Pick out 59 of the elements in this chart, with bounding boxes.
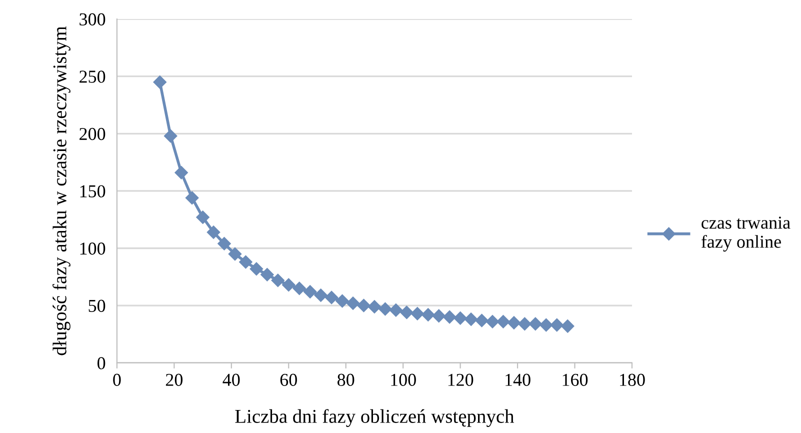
- y-tick-label: 50: [88, 300, 106, 312]
- x-tick-label: 60: [280, 374, 297, 386]
- point: [400, 306, 414, 320]
- point: [528, 317, 542, 330]
- point: [507, 316, 521, 330]
- point: [164, 129, 178, 143]
- point: [336, 294, 349, 308]
- point: [228, 247, 242, 261]
- x-axis-title: Liczba dni fazy obliczeń wstępnych: [235, 409, 514, 427]
- point: [218, 237, 231, 250]
- point: [378, 302, 392, 316]
- point: [304, 285, 317, 298]
- x-tick-label: 20: [166, 374, 183, 386]
- point: [389, 304, 403, 317]
- point: [561, 320, 574, 333]
- point: [368, 300, 382, 314]
- point: [260, 268, 274, 282]
- point: [292, 282, 306, 295]
- y-tick-label: 100: [80, 242, 106, 255]
- point: [486, 315, 500, 328]
- point: [346, 296, 360, 310]
- point: [282, 278, 296, 292]
- point: [239, 255, 252, 269]
- point: [314, 288, 328, 302]
- point: [518, 317, 532, 330]
- y-axis-title: długość fazy ataku w czasie rzeczywistym: [52, 26, 70, 356]
- y-tick-label: 200: [80, 128, 106, 140]
- x-tick-label: 40: [222, 374, 240, 386]
- y-tick-label: 300: [80, 13, 106, 26]
- point: [540, 318, 553, 332]
- point: [442, 310, 456, 324]
- point: [410, 306, 424, 320]
- point: [454, 312, 467, 325]
- x-tick-label: 180: [620, 374, 645, 386]
- x-tick-label: 0: [113, 374, 121, 386]
- x-tick-label: 100: [391, 374, 416, 386]
- point: [475, 314, 488, 328]
- y-tick-label: 250: [80, 70, 106, 83]
- point: [550, 318, 564, 332]
- point: [324, 290, 338, 304]
- legend-label: czas trwania fazy online: [701, 216, 790, 252]
- point: [464, 312, 478, 326]
- point: [196, 210, 210, 224]
- point: [174, 166, 188, 180]
- x-tick-label: 160: [562, 374, 588, 386]
- point: [206, 226, 220, 239]
- x-tick-label: 140: [506, 374, 530, 386]
- point: [496, 315, 510, 328]
- point: [185, 191, 199, 204]
- point: [271, 274, 284, 287]
- y-tick-label: 0: [97, 357, 106, 370]
- x-tick-label: 120: [448, 374, 474, 386]
- point: [422, 308, 435, 322]
- point: [153, 75, 166, 89]
- point: [250, 262, 264, 276]
- y-tick-label: 150: [80, 185, 106, 198]
- x-tick-label: 80: [338, 374, 354, 386]
- point: [357, 298, 370, 312]
- point: [432, 309, 446, 322]
